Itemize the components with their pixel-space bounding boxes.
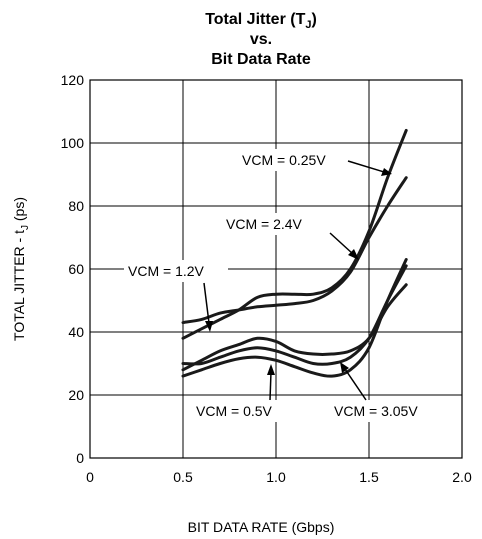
chart-title-line-3: Bit Data Rate (211, 51, 311, 68)
x-tick-label: 1.0 (266, 469, 286, 485)
x-tick-label: 0.5 (173, 469, 193, 485)
x-axis-label: BIT DATA RATE (Gbps) (188, 519, 335, 535)
series-line-1 (181, 176, 408, 325)
y-tick-label: 80 (68, 198, 84, 214)
y-axis-label: TOTAL JITTER - tJ (ps) (11, 197, 31, 341)
y-tick-label: 0 (76, 450, 84, 466)
series-line-0 (181, 128, 408, 340)
svg-text:VCM = 0.25V: VCM = 0.25V (242, 152, 326, 168)
x-tick-labels: 0 0.5 1.0 1.5 2.0 (86, 469, 472, 485)
y-tick-label: 20 (68, 387, 84, 403)
x-tick-label: 2.0 (452, 469, 472, 485)
annotation-vcm-305: VCM = 3.05V (330, 362, 442, 422)
y-tick-label: 100 (61, 135, 85, 151)
series-line-4 (181, 264, 408, 366)
annotation-vcm-025: VCM = 0.25V (238, 149, 392, 176)
series-line-3 (181, 258, 408, 378)
chart-title-line-1: Total Jitter (TJ) (205, 11, 317, 31)
y-tick-labels: 0 20 40 60 80 100 120 (61, 72, 85, 466)
y-tick-label: 120 (61, 72, 85, 88)
svg-text:VCM = 2.4V: VCM = 2.4V (226, 216, 303, 232)
svg-text:VCM = 1.2V: VCM = 1.2V (128, 263, 205, 279)
svg-text:VCM = 0.5V: VCM = 0.5V (196, 403, 273, 419)
annotation-vcm-12: VCM = 1.2V (124, 260, 228, 332)
annotation-vcm-24: VCM = 2.4V (222, 213, 359, 260)
y-tick-label: 60 (68, 261, 84, 277)
x-tick-label: 1.5 (359, 469, 379, 485)
x-tick-label: 0 (86, 469, 94, 485)
chart-title-line-2: vs. (250, 31, 272, 48)
y-tick-label: 40 (68, 324, 84, 340)
plot-frame (89, 79, 463, 459)
svg-text:VCM = 3.05V: VCM = 3.05V (334, 403, 418, 419)
series-lines (181, 128, 408, 378)
annotation-vcm-05: VCM = 0.5V (192, 364, 286, 422)
